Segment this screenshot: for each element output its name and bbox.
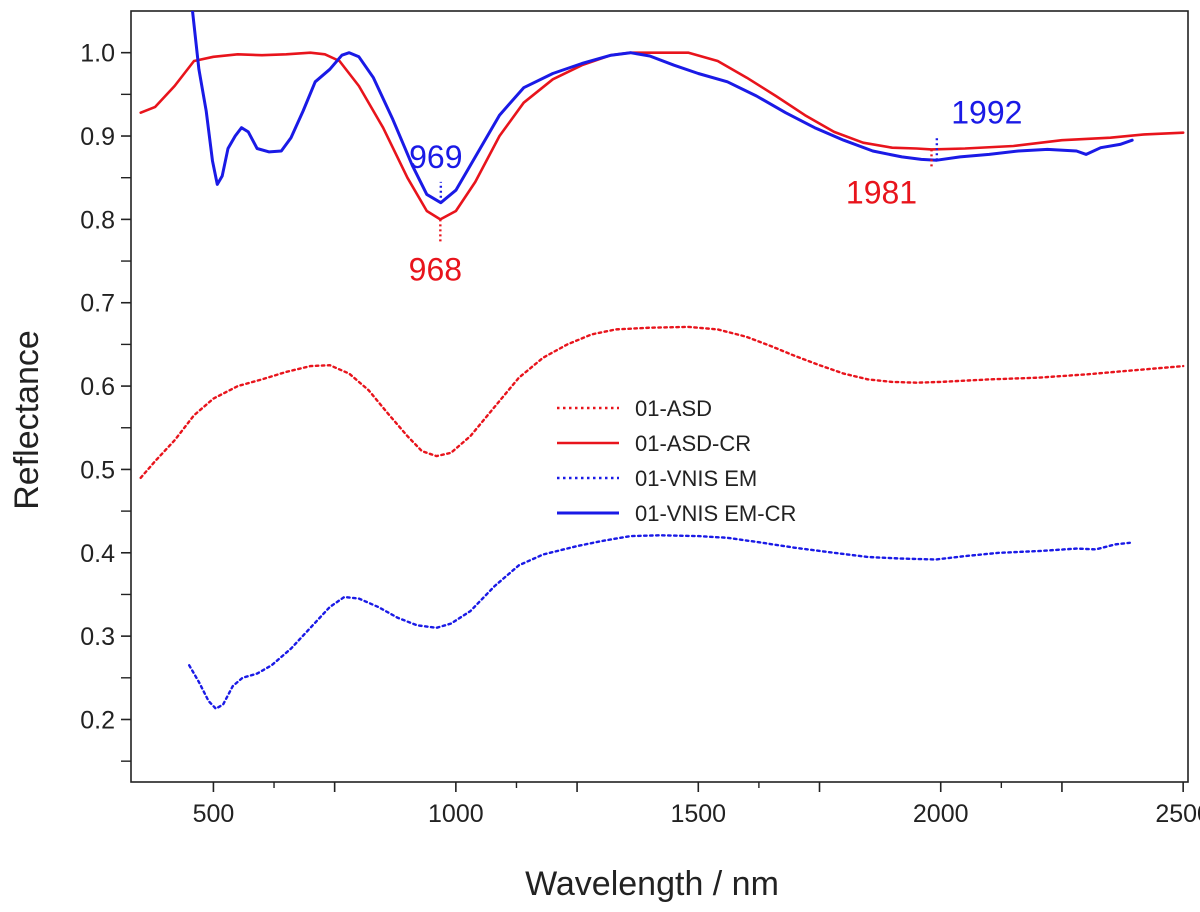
y-tick-label: 0.6 (80, 373, 115, 401)
annotation-label: 968 (409, 251, 462, 287)
y-axis-title: Reflectance (8, 330, 46, 510)
annotation-layer: 969 968 1992 1981 (409, 95, 1023, 288)
x-tick-label: 2000 (913, 800, 969, 828)
y-tick-label: 0.8 (80, 206, 115, 234)
series-layer (139, 11, 1185, 710)
y-tick-label: 1.0 (80, 40, 115, 68)
y-tick-label: 0.4 (80, 540, 115, 568)
y-tick-label: 0.2 (80, 706, 115, 734)
annotation-label: 1981 (846, 175, 917, 211)
y-tick-label: 0.3 (80, 623, 115, 651)
legend: 01-ASD 01-ASD-CR 01-VNIS EM 01-VNIS EM-CR (557, 396, 796, 526)
x-tick-label: 1500 (670, 800, 726, 828)
annotation-label: 1992 (951, 95, 1022, 131)
series-line-01-asd (139, 325, 1185, 479)
legend-label: 01-VNIS EM-CR (635, 501, 796, 526)
x-axis-title: Wavelength / nm (525, 865, 779, 903)
plot-area (130, 10, 1189, 783)
y-tick-label: 0.9 (80, 123, 115, 151)
legend-label: 01-ASD (635, 396, 712, 421)
x-tick-label: 1000 (428, 800, 484, 828)
annotation-label: 969 (409, 139, 462, 175)
series-line-01-vnis-em-cr (191, 11, 1134, 205)
series-line-01-asd-cr (139, 51, 1185, 221)
legend-label: 01-ASD-CR (635, 431, 751, 456)
y-tick-label: 0.7 (80, 290, 115, 318)
x-tick-label: 500 (193, 800, 235, 828)
legend-label: 01-VNIS EM (635, 466, 757, 491)
y-tick-label: 0.5 (80, 456, 115, 484)
